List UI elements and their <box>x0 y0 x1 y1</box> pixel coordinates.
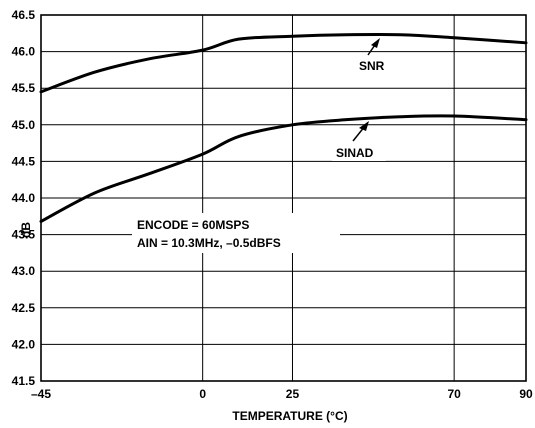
annotation-encode: ENCODE = 60MSPS <box>137 218 249 232</box>
x-tick-label: 25 <box>286 387 300 401</box>
y-tick-label: 45.5 <box>12 81 36 95</box>
grid <box>40 14 527 382</box>
sinad-label-box <box>332 144 386 161</box>
series-label-sinad: SINAD <box>336 146 374 160</box>
y-tick-label: 41.5 <box>12 374 36 388</box>
sinad-arrowhead <box>359 121 369 131</box>
y-axis-label: dB <box>19 222 33 238</box>
x-tick-label: 90 <box>519 387 533 401</box>
y-tick-label: 44.0 <box>12 191 36 205</box>
series-line-sinad <box>39 114 528 223</box>
snr-arrowhead <box>371 38 380 48</box>
y-tick-label: 45.0 <box>12 118 36 132</box>
y-tick-label: 43.5 <box>12 228 36 242</box>
tick-labels: 41.5 42.0 42.5 43.0 43.5 44.0 44.5 45.0 45.5 46.0… <box>12 8 533 401</box>
x-tick-label: –45 <box>31 387 51 401</box>
y-tick-label: 46.5 <box>12 8 36 22</box>
y-tick-label: 46.0 <box>12 45 36 59</box>
y-tick-label: 42.0 <box>12 337 36 351</box>
annotation-box <box>132 213 340 253</box>
y-tick-label: 43.0 <box>12 264 36 278</box>
series-line-snr <box>39 32 528 94</box>
annotation-ain: AIN = 10.3MHz, –0.5dBFS <box>137 236 281 250</box>
x-tick-label: 0 <box>199 387 206 401</box>
series-label-snr: SNR <box>359 59 385 73</box>
y-tick-label: 42.5 <box>12 301 36 315</box>
x-axis-label: TEMPERATURE (°C) <box>232 409 347 423</box>
y-tick-label: 44.5 <box>12 154 36 168</box>
plot-frame <box>40 14 527 382</box>
snr-label-box <box>356 57 392 74</box>
x-tick-label: 70 <box>447 387 461 401</box>
series-lines <box>39 32 528 223</box>
